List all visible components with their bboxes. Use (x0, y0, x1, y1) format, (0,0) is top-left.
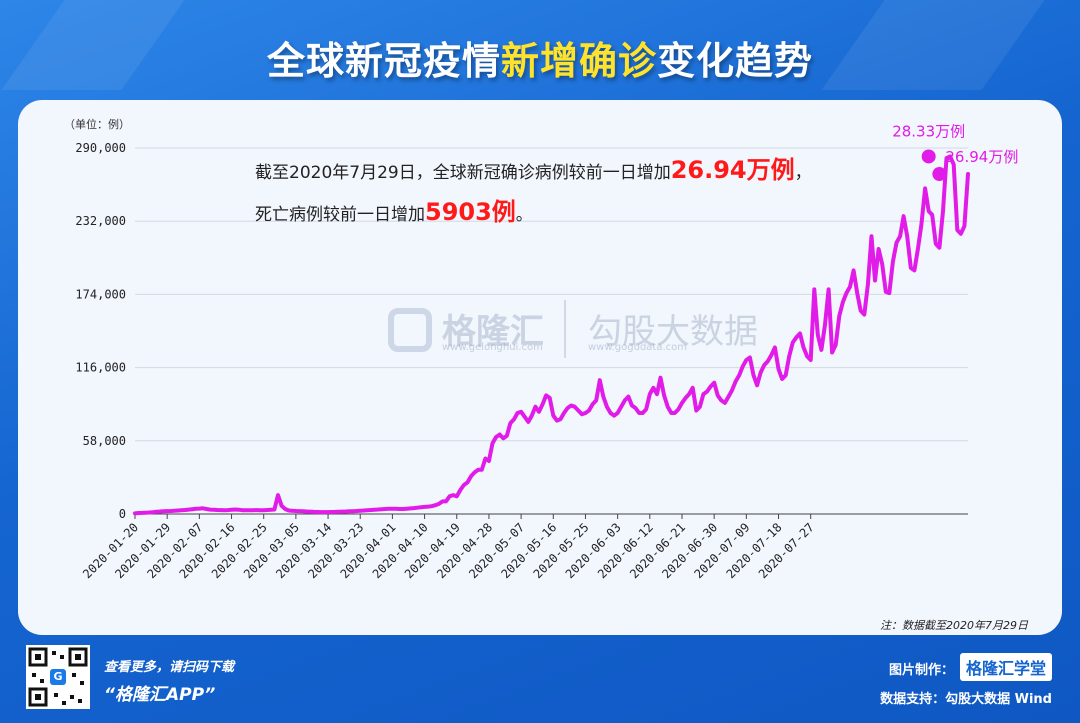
watermark-divider (564, 300, 566, 358)
annotation-cases-value: 26.94万例 (670, 156, 795, 184)
footnote: 注：数据截至2020年7月29日 (880, 619, 1028, 632)
y-tick-label: 58,000 (83, 434, 126, 448)
qr-caption: 查看更多，请扫码下载 (104, 660, 235, 675)
qr-code[interactable]: G (26, 645, 90, 709)
watermark-brand2-url: www.gogudata.com (588, 342, 688, 353)
y-tick-label: 232,000 (75, 214, 126, 228)
page-title: 全球新冠疫情新增确诊变化趋势 (266, 39, 814, 83)
end-point-label: 28.33万例 (892, 122, 965, 140)
annotation-deaths-value: 5903例 (425, 198, 516, 226)
qr-logo-icon: G (50, 669, 66, 685)
y-tick-label: 116,000 (75, 361, 126, 375)
watermark-brand1: 格隆汇 (442, 312, 544, 352)
annotation-line1: 截至2020年7月29日，全球新冠确诊病例较前一日增加26.94万例， (255, 156, 812, 184)
y-tick-label: 174,000 (75, 287, 126, 301)
credit-brand-logo: 格隆汇学堂 (959, 653, 1052, 681)
qr-pattern-icon (28, 647, 88, 707)
y-tick-label: 290,000 (75, 141, 126, 155)
annotation-line2: 死亡病例较前一日增加5903例。 (255, 198, 533, 226)
end-point-marker (921, 149, 936, 164)
app-name: “格隆汇APP” (104, 685, 216, 705)
gelonghui-logo-icon (388, 308, 432, 352)
credit-line: 图片制作： 格隆汇学堂 (889, 653, 1052, 681)
data-source: 数据支持：勾股大数据 Wind (880, 692, 1052, 707)
y-tick-label: 0 (119, 507, 126, 521)
watermark-brand2: 勾股大数据 (588, 312, 758, 352)
watermark-brand1-url: www.gelonghui.com (442, 342, 543, 353)
end-point-label: 26.94万例 (945, 148, 1018, 166)
y-axis-unit-label: （单位：例） (64, 118, 130, 131)
series-line (133, 154, 970, 516)
end-point-marker (932, 166, 947, 181)
